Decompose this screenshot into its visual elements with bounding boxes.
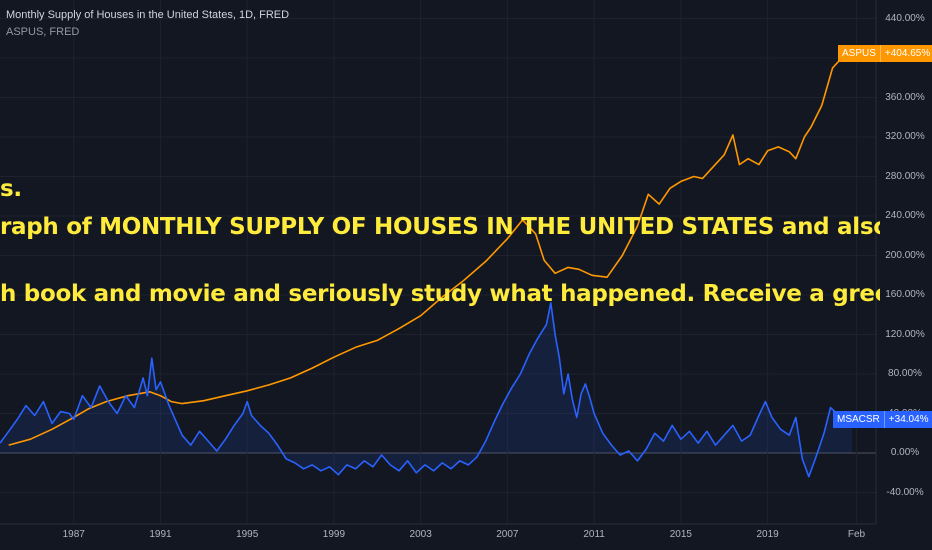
y-tick-label: 160.00%	[885, 289, 925, 300]
series-lines	[0, 52, 853, 478]
series-legend-aspus[interactable]: ASPUS, FRED	[6, 26, 80, 38]
y-tick-label: 120.00%	[885, 328, 925, 340]
aspus-price-tag: ASPUS +404.65%	[838, 44, 932, 62]
chart-legend: Monthly Supply of Houses in the United S…	[6, 9, 289, 38]
y-tick-label: 360.00%	[885, 91, 925, 103]
x-tick-label: 2007	[496, 529, 519, 540]
series-fill	[0, 302, 853, 477]
x-tick-label: 1999	[322, 529, 346, 540]
x-tick-label: 1987	[62, 529, 85, 540]
x-tick-label: 2011	[583, 529, 605, 540]
msacsr-price-tag: MSACSR +34.04%	[833, 410, 932, 428]
x-tick-label: 2003	[409, 529, 432, 540]
overlay-text-line-2: h book and movie and seriously study wha…	[0, 281, 880, 307]
overlay-text-line-1: raph of MONTHLY SUPPLY OF HOUSES IN THE …	[0, 214, 880, 240]
aspus-tag-value: +404.65%	[884, 47, 931, 59]
x-tick-label: 1995	[236, 529, 259, 540]
y-tick-label: -40.00%	[886, 486, 924, 498]
y-tick-label: 280.00%	[885, 170, 925, 182]
msacsr-tag-value: +34.04%	[888, 413, 929, 425]
msacsr-line	[0, 302, 853, 478]
aspus-tag-name: ASPUS	[838, 44, 881, 62]
chart-title[interactable]: Monthly Supply of Houses in the United S…	[6, 9, 290, 21]
y-tick-label: 200.00%	[885, 249, 925, 261]
y-tick-label: 80.00%	[888, 368, 922, 379]
x-tick-label: 1991	[149, 529, 172, 540]
y-tick-label: 440.00%	[885, 12, 925, 24]
x-tick-label: 2019	[756, 529, 779, 540]
y-tick-label: 240.00%	[885, 210, 925, 221]
aspus-line	[8, 52, 851, 446]
y-tick-label: 0.00%	[890, 447, 920, 458]
grid	[0, 0, 876, 524]
msacsr-area	[0, 302, 853, 477]
x-tick-label: 2015	[669, 529, 692, 540]
x-tick-label: Feb	[847, 529, 866, 540]
overlay-text-fragment: s.	[0, 176, 22, 202]
y-tick-label: 320.00%	[885, 131, 925, 142]
msacsr-tag-name: MSACSR	[833, 410, 885, 428]
